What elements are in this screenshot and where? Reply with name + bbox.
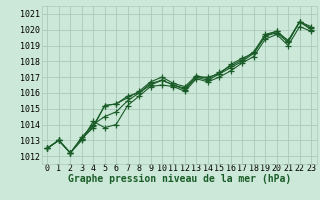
X-axis label: Graphe pression niveau de la mer (hPa): Graphe pression niveau de la mer (hPa)	[68, 174, 291, 184]
